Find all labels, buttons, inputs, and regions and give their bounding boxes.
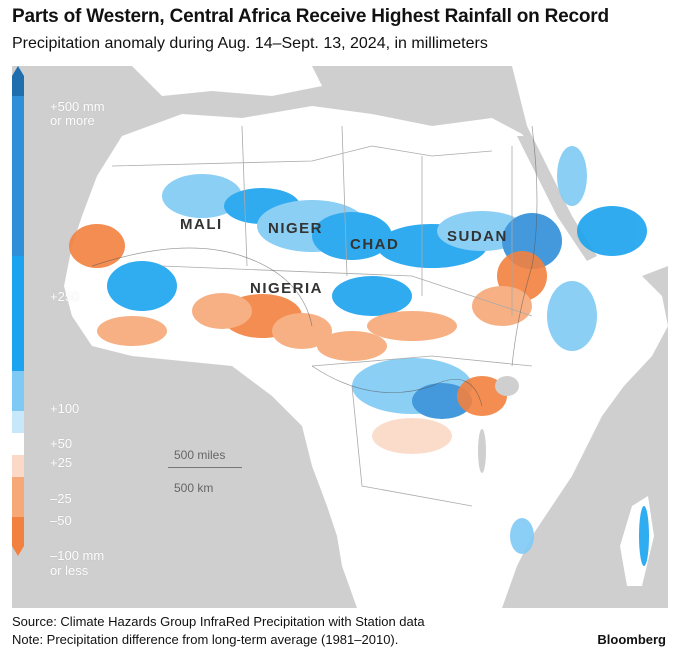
scale-line <box>168 467 242 468</box>
legend-label-100: +100 <box>50 401 80 416</box>
footnote: Note: Precipitation difference from long… <box>12 632 399 647</box>
scale-label-miles: 500 miles <box>174 448 226 462</box>
source-note: Source: Climate Hazards Group InfraRed P… <box>12 614 425 629</box>
legend-label-25: +25 <box>50 455 73 470</box>
rivers <box>91 125 538 407</box>
red-sea <box>517 136 597 261</box>
country-label-niger: NIGER <box>268 220 324 237</box>
country-label-sudan: SUDAN <box>447 228 508 245</box>
wet-anomaly-areas <box>107 146 649 566</box>
country-label-chad: CHAD <box>350 236 400 253</box>
chart-subtitle: Precipitation anomaly during Aug. 14–Sep… <box>12 35 488 52</box>
lake-victoria <box>495 376 519 396</box>
land-europe <box>132 66 322 96</box>
africa-map <box>64 66 668 608</box>
legend-label-minus-100: –100 mm <box>50 548 105 563</box>
legend-color-bar <box>12 66 24 556</box>
legend-label-250: +250 <box>50 289 80 304</box>
legend-label-minus-100-less: or less <box>50 563 89 578</box>
legend-label-minus-25: –25 <box>50 491 72 506</box>
country-label-mali: MALI <box>180 216 223 233</box>
chart-title: Parts of Western, Central Africa Receive… <box>12 6 609 27</box>
scale-label-km: 500 km <box>174 481 214 495</box>
legend-label-500: +500 mm <box>50 99 105 114</box>
country-label-nigeria: NIGERIA <box>250 280 324 297</box>
map-panel: +500 mm or more +250 +100 +50 +25 –25 –5… <box>12 66 668 608</box>
dry-anomaly-areas <box>69 224 547 454</box>
country-borders <box>111 125 533 507</box>
lake-tanganyika <box>478 429 486 473</box>
legend-label-500-more: or more <box>50 113 95 128</box>
legend-label-50: +50 <box>50 436 73 451</box>
legend-label-minus-50: –50 <box>50 513 72 528</box>
brand-logo: Bloomberg <box>597 632 666 647</box>
